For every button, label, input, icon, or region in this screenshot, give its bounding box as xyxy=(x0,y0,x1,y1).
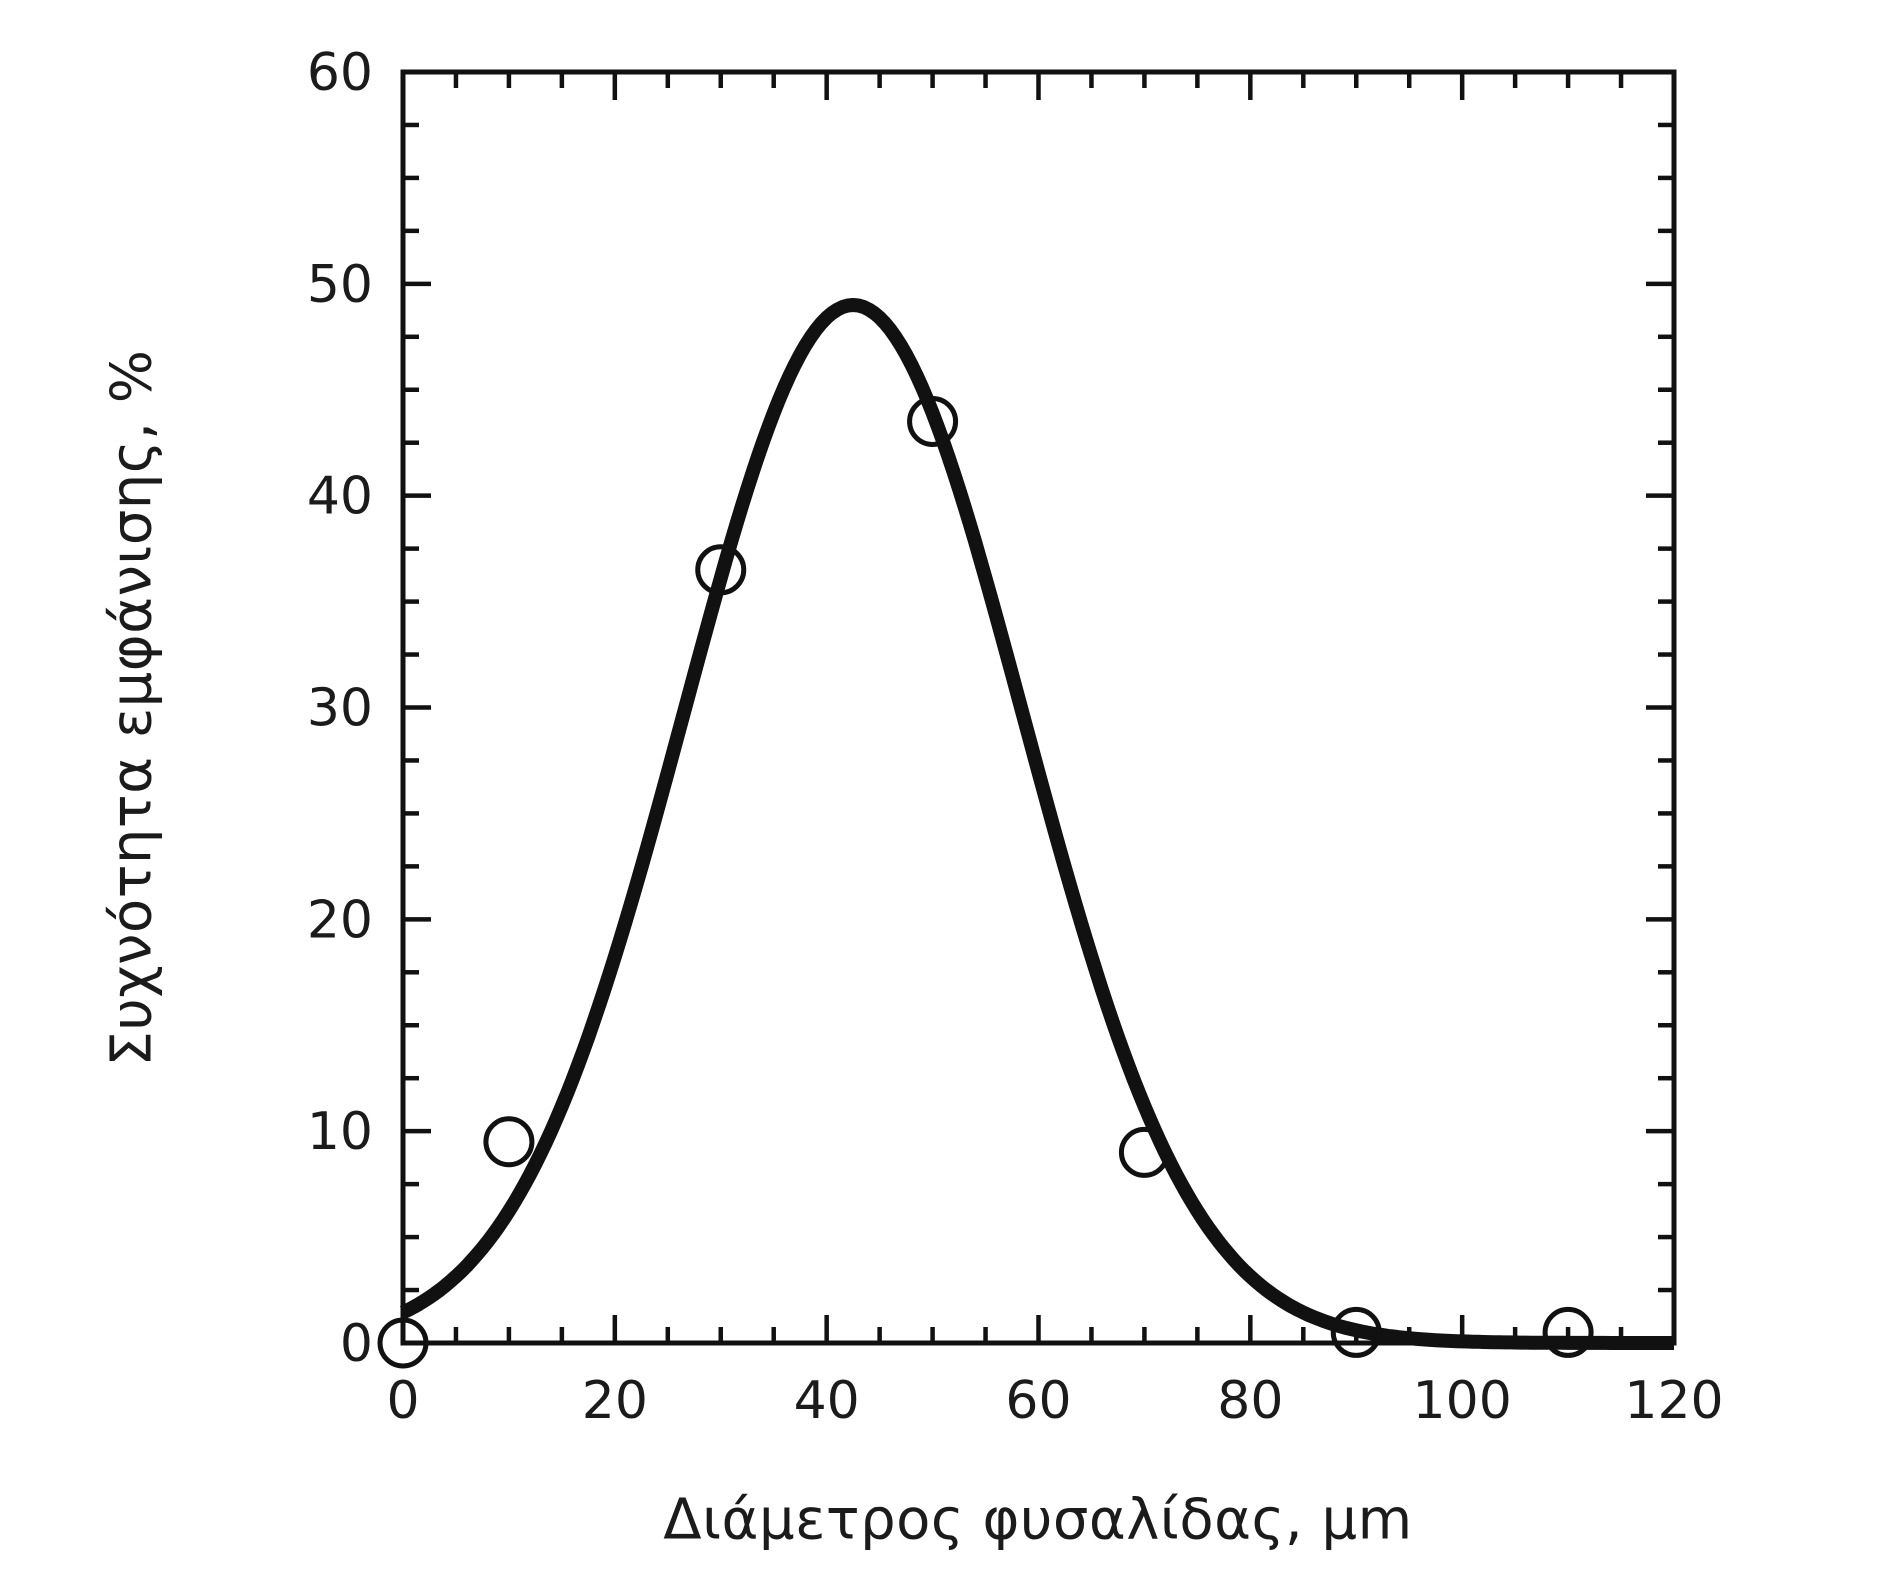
data-point xyxy=(695,544,747,596)
data-point xyxy=(907,396,959,448)
y-tick-label: 40 xyxy=(307,467,373,527)
data-point xyxy=(483,1116,535,1168)
y-tick-label: 50 xyxy=(307,255,373,315)
x-tick-label: 60 xyxy=(1005,1371,1071,1431)
x-tick-label: 80 xyxy=(1217,1371,1283,1431)
data-points xyxy=(377,396,1594,1369)
x-tick-label: 20 xyxy=(582,1371,648,1431)
y-tick-label: 60 xyxy=(307,43,373,103)
x-tick-label: 0 xyxy=(386,1371,419,1431)
x-tick-label: 120 xyxy=(1624,1371,1723,1431)
plot-frame xyxy=(400,69,1677,1346)
y-tick-labels: 0 10 20 30 40 50 60 xyxy=(307,43,373,1374)
x-tick-label: 100 xyxy=(1413,1371,1512,1431)
y-tick-label: 20 xyxy=(307,890,373,950)
y-tick-label: 0 xyxy=(340,1314,373,1374)
data-point xyxy=(1118,1126,1170,1178)
data-point xyxy=(1330,1306,1382,1358)
x-axis-title: Διάμετρος φυσαλίδας, μm xyxy=(663,1487,1413,1553)
axis-ticks xyxy=(400,69,1677,1346)
fit-curve xyxy=(399,298,1676,1350)
y-tick-label: 10 xyxy=(307,1102,373,1162)
data-point xyxy=(1542,1306,1594,1358)
x-tick-labels: 0 20 40 60 80 100 120 xyxy=(386,1371,1723,1431)
x-tick-label: 40 xyxy=(794,1371,860,1431)
y-axis-title: Συχνότητα εμφάνισης, % xyxy=(99,349,165,1067)
y-tick-label: 30 xyxy=(307,679,373,739)
data-point xyxy=(377,1317,429,1369)
